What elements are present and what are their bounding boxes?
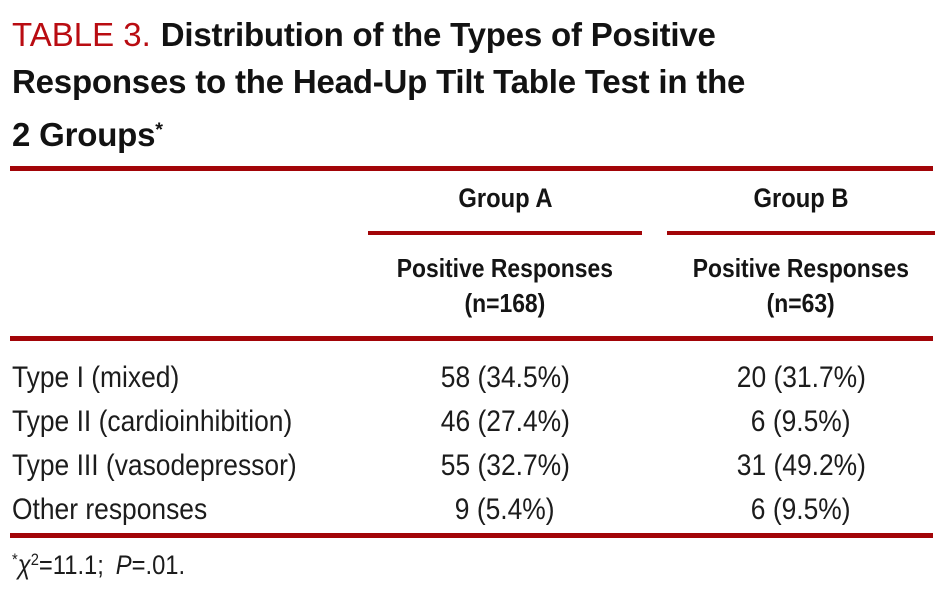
group-a-underline <box>368 231 642 235</box>
group-b-header-label: Group B <box>753 182 849 213</box>
group-a-value-text: 9 (5.4%) <box>455 493 555 526</box>
row-label: Type III (vasodepressor) <box>12 444 362 488</box>
group-b-value: 20 (31.7%) <box>667 356 935 400</box>
title-line-1: TABLE 3. Distribution of the Types of Pos… <box>12 11 937 58</box>
row-label-text: Other responses <box>12 493 208 526</box>
title-text-1: Distribution of the Types of Positive <box>160 16 716 53</box>
group-b-header: Group B <box>667 183 935 213</box>
row-label-text: Type III (vasodepressor) <box>12 449 297 482</box>
group-a-header-label: Group A <box>457 182 553 213</box>
group-b-value-text: 6 (9.5%) <box>751 493 851 526</box>
group-b-sample-size: (n=63) <box>766 288 836 318</box>
group-b-subheader: Positive Responses (n=63) <box>667 251 935 321</box>
row-label-text: Type I (mixed) <box>12 361 180 394</box>
row-label-text: Type II (cardioinhibition) <box>12 405 293 438</box>
table-row: Type I (mixed) 58 (34.5%) 20 (31.7%) <box>0 356 943 400</box>
table-row: Type III (vasodepressor) 55 (32.7%) 31 (… <box>0 444 943 488</box>
group-b-subtitle: Positive Responses <box>692 253 910 283</box>
group-a-subtitle: Positive Responses <box>396 253 614 283</box>
header-divider-rule <box>10 336 933 341</box>
group-b-value: 6 (9.5%) <box>667 400 935 444</box>
group-a-value: 55 (32.7%) <box>368 444 642 488</box>
group-b-value-text: 31 (49.2%) <box>736 449 866 482</box>
table-footnote: *χ2=11.1; P=.01. <box>12 549 209 581</box>
chi-exponent: 2 <box>30 550 39 569</box>
table-row: Type II (cardioinhibition) 46 (27.4%) 6 … <box>0 400 943 444</box>
group-a-value: 46 (27.4%) <box>368 400 642 444</box>
chi-squared-value: =11.1; <box>38 550 111 580</box>
group-a-value-text: 58 (34.5%) <box>440 361 570 394</box>
group-a-header: Group A <box>368 183 642 213</box>
table-title: TABLE 3. Distribution of the Types of Pos… <box>12 11 937 158</box>
p-value: =.01. <box>131 550 186 580</box>
group-a-subheader: Positive Responses (n=168) <box>368 251 642 321</box>
footnote-text: *χ2=11.1; P=.01. <box>12 549 185 581</box>
group-b-value-text: 20 (31.7%) <box>736 361 866 394</box>
title-line-2: Responses to the Head-Up Tilt Table Test… <box>12 63 746 100</box>
bottom-rule <box>10 533 933 538</box>
row-label: Other responses <box>12 488 362 532</box>
title-line-3: 2 Groups* <box>12 105 937 158</box>
p-label: P <box>115 550 132 580</box>
footnote-marker: * <box>12 550 18 569</box>
group-b-underline <box>667 231 935 235</box>
table-row: Other responses 9 (5.4%) 6 (9.5%) <box>0 488 943 532</box>
group-b-value: 31 (49.2%) <box>667 444 935 488</box>
group-a-value: 58 (34.5%) <box>368 356 642 400</box>
row-label: Type II (cardioinhibition) <box>12 400 362 444</box>
group-a-value: 9 (5.4%) <box>368 488 642 532</box>
title-footnote-marker: * <box>155 119 163 141</box>
group-b-value: 6 (9.5%) <box>667 488 935 532</box>
title-text-3: 2 Groups <box>12 116 156 153</box>
group-a-value-text: 46 (27.4%) <box>440 405 570 438</box>
table-number-label: TABLE 3. <box>12 16 151 53</box>
group-a-sample-size: (n=168) <box>464 288 546 318</box>
top-rule <box>10 166 933 171</box>
chi-symbol: χ <box>17 550 31 580</box>
row-label: Type I (mixed) <box>12 356 362 400</box>
group-b-value-text: 6 (9.5%) <box>751 405 851 438</box>
group-a-value-text: 55 (32.7%) <box>440 449 570 482</box>
